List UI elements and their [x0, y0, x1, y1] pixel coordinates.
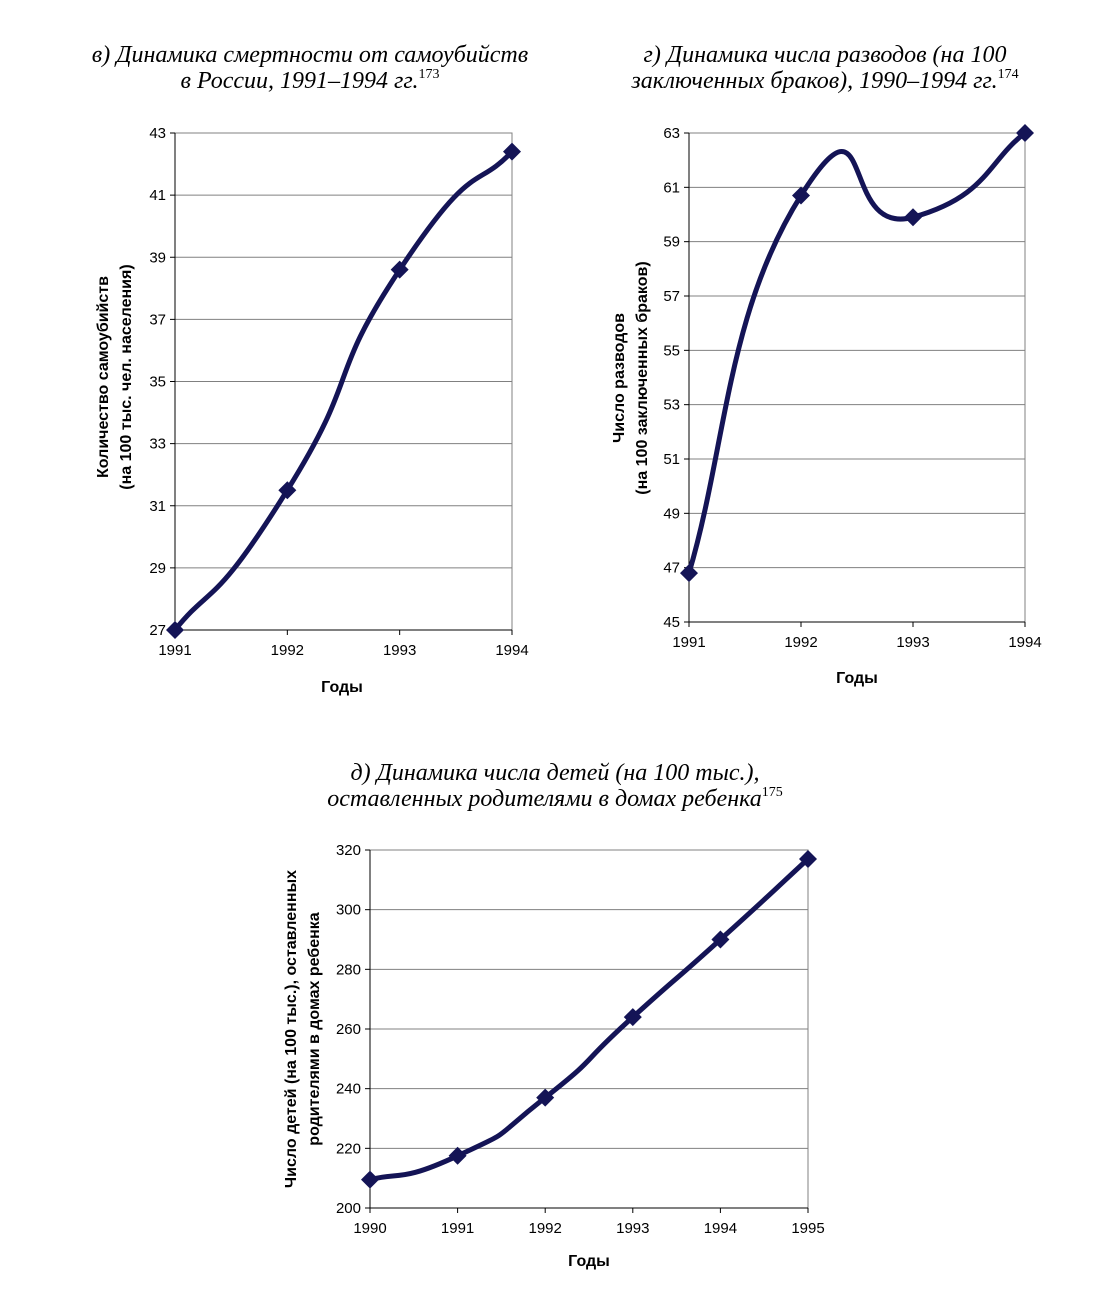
chart2-y-tick-label: 55	[663, 342, 680, 359]
chart1-x-tick-label: 1991	[158, 642, 191, 659]
chart1-y-tick-label: 37	[149, 311, 166, 328]
chart1-title-line1: в) Динамика смертности от самоубийств	[91, 42, 529, 68]
chart3-y-tick-label: 220	[336, 1140, 361, 1157]
chart2-x-tick-label: 1991	[672, 634, 705, 651]
chart2-y-tick-label: 51	[663, 451, 680, 468]
chart3-x-tick-label: 1992	[529, 1220, 562, 1237]
chart3-x-tick-label: 1990	[353, 1220, 386, 1237]
chart3-data-point	[711, 930, 730, 949]
chart2-y-tick-label: 59	[663, 234, 680, 251]
chart2-y-tick-label: 45	[663, 614, 680, 631]
chart1-y-tick-label: 27	[149, 622, 166, 639]
chart1-title-line2: в России, 1991–1994 гг.	[180, 68, 419, 94]
chart3-x-tick-label: 1991	[441, 1220, 474, 1237]
chart3-title: д) Динамика числа детей (на 100 тыс.), о…	[290, 760, 820, 812]
chart2-x-axis-label: Годы	[836, 670, 878, 687]
chart1-y-tick-label: 33	[149, 436, 166, 453]
chart1-x-tick-label: 1993	[383, 642, 416, 659]
chart3-title-line1: д) Динамика числа детей (на 100 тыс.),	[350, 760, 760, 786]
chart2-data-point	[904, 208, 922, 227]
chart3-data-point	[361, 1170, 379, 1189]
chart2-y-axis-label-line2: (на 100 заключенных браков)	[634, 261, 651, 494]
chart3-data-point	[799, 849, 817, 868]
chart3-y-tick-label: 200	[336, 1200, 361, 1217]
chart2-data-point	[680, 564, 698, 583]
chart3-y-tick-label: 320	[336, 842, 361, 859]
chart2-y-tick-label: 57	[663, 288, 680, 305]
chart1-data-point	[166, 621, 184, 639]
chart1-x-tick-label: 1994	[495, 642, 528, 659]
chart2-y-tick-label: 49	[663, 505, 680, 522]
chart2: 45 47 49 51 53 55 57 59 61 63 1991 1992 1993 1994 Годы…	[611, 124, 1042, 687]
chart1-data-point	[503, 142, 521, 161]
chart3-data-point	[536, 1088, 555, 1107]
chart3-x-tick-label: 1995	[791, 1220, 824, 1237]
chart1-y-tick-label: 43	[149, 125, 166, 142]
chart3-y-axis-label-line2: родителями в домах ребенка	[306, 912, 323, 1145]
chart3-x-axis-label: Годы	[568, 1253, 610, 1270]
chart1-y-axis-label-line1: Количество самоубийств	[95, 276, 112, 478]
chart1-x-tick-label: 1992	[271, 642, 304, 659]
chart1-y-axis-label-line2: (на 100 тыс. чел. населения)	[118, 264, 135, 489]
chart3-x-tick-label: 1993	[616, 1220, 649, 1237]
chart2-y-tick-label: 63	[663, 125, 680, 142]
chart2-plot-area	[688, 132, 1026, 623]
chart1-data-point	[278, 481, 297, 500]
chart1-data-point	[390, 260, 409, 279]
chart3-data-point	[623, 1008, 642, 1027]
chart3-y-axis-label-line1: Число детей (на 100 тыс.), оставленных	[283, 870, 300, 1188]
chart2-series-line	[686, 130, 1028, 576]
chart2-x-tick-label: 1992	[784, 634, 817, 651]
chart3-x-tick-label: 1994	[704, 1220, 737, 1237]
chart1-y-tick-label: 41	[149, 187, 166, 204]
chart1-y-tick-label: 29	[149, 560, 166, 577]
chart2-x-tick-label: 1994	[1008, 634, 1041, 651]
chart1: 27 29 31 33 35 37 39 41 43 1991 1992 1993 1994 Годы Ко…	[95, 125, 529, 696]
chart2-y-axis-label-line1: Число разводов	[611, 313, 628, 443]
chart1-series-line	[172, 149, 515, 633]
chart2-y-tick-label: 61	[663, 179, 680, 196]
chart1-y-tick-label: 35	[149, 374, 166, 391]
chart2-title-line1: г) Динамика числа разводов (на 100	[643, 42, 1007, 68]
chart1-x-axis-label: Годы	[321, 679, 363, 696]
chart2-data-point	[792, 186, 810, 205]
chart3-y-tick-label: 260	[336, 1021, 361, 1038]
chart3: 200 220 240 260 280 300 320 1990 1991 1992 1993 199…	[283, 842, 825, 1270]
chart2-x-tick-label: 1993	[896, 634, 929, 651]
chart2-y-tick-label: 47	[663, 560, 680, 577]
chart3-y-tick-label: 240	[336, 1081, 361, 1098]
chart1-title: в) Динамика смертности от самоубийств в …	[55, 42, 565, 94]
chart1-y-tick-label: 39	[149, 249, 166, 266]
chart2-y-tick-label: 53	[663, 397, 680, 414]
chart3-y-tick-label: 280	[336, 961, 361, 978]
chart1-footnote: 173	[418, 67, 440, 82]
chart2-data-point	[1016, 124, 1034, 142]
chart3-y-tick-label: 300	[336, 902, 361, 919]
chart3-data-point	[448, 1146, 467, 1165]
chart3-title-line2: оставленных родителями в домах ребенка	[327, 786, 762, 812]
chart3-footnote: 175	[761, 785, 783, 800]
chart2-title-line2: заключенных браков), 1990–1994 гг.	[631, 68, 998, 94]
chart1-y-tick-label: 31	[149, 498, 166, 515]
chart2-footnote: 174	[997, 67, 1019, 82]
chart2-title: г) Динамика числа разводов (на 100 заклю…	[585, 42, 1065, 94]
